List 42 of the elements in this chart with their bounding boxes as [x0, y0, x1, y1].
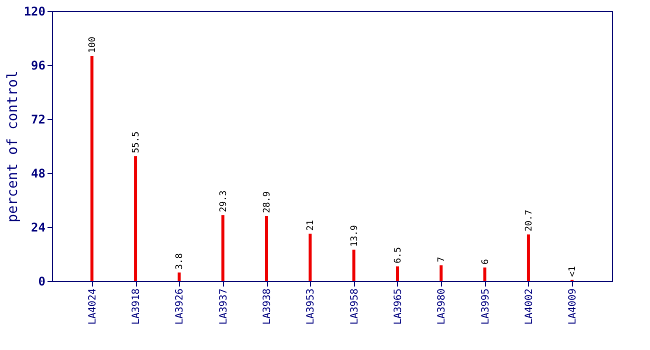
y-tick-label: 0 — [38, 274, 46, 288]
bar — [352, 250, 356, 281]
bar — [440, 265, 443, 281]
bar — [396, 266, 399, 281]
x-tick-label: LA3937 — [218, 288, 230, 325]
x-tick-label: LA3965 — [392, 288, 404, 325]
y-tick-label: 96 — [31, 58, 46, 72]
data-label: 6.5 — [393, 247, 404, 264]
y-tick-label: 48 — [31, 166, 46, 180]
x-tick-label: LA4002 — [524, 288, 535, 325]
x-tick-label: LA3980 — [436, 288, 448, 325]
data-label: 55.5 — [132, 131, 142, 154]
data-label: 7 — [437, 256, 448, 262]
y-axis-title: percent of control — [4, 70, 21, 222]
x-tick-label: LA3918 — [131, 288, 142, 325]
bar — [90, 56, 94, 281]
data-label: 100 — [88, 36, 98, 53]
data-label: 6 — [480, 259, 491, 264]
x-tick-label: LA4009 — [568, 288, 579, 325]
data-label: 21 — [306, 220, 316, 231]
y-tick-label: 72 — [31, 112, 46, 126]
y-tick-label: 120 — [24, 4, 46, 18]
bar — [134, 156, 138, 281]
data-label: 3.8 — [175, 253, 186, 270]
x-tick-label: LA3958 — [349, 288, 360, 325]
x-tick-label: LA4024 — [87, 288, 98, 325]
x-tick-label: LA3995 — [480, 288, 492, 325]
bar — [308, 234, 312, 281]
x-tick-label: LA3938 — [262, 288, 274, 325]
bar — [526, 234, 530, 281]
bar — [221, 215, 224, 281]
bar — [178, 272, 181, 281]
x-tick-label: LA3926 — [174, 288, 186, 325]
data-label: 28.9 — [262, 191, 273, 213]
data-label: 13.9 — [350, 225, 360, 247]
bar — [265, 216, 268, 281]
bar — [483, 268, 486, 281]
y-tick-label: 24 — [31, 220, 46, 234]
x-tick-label: LA3953 — [306, 288, 317, 325]
data-label: 29.3 — [218, 190, 229, 212]
data-label: <1 — [568, 266, 578, 277]
data-label: 20.7 — [524, 210, 534, 232]
